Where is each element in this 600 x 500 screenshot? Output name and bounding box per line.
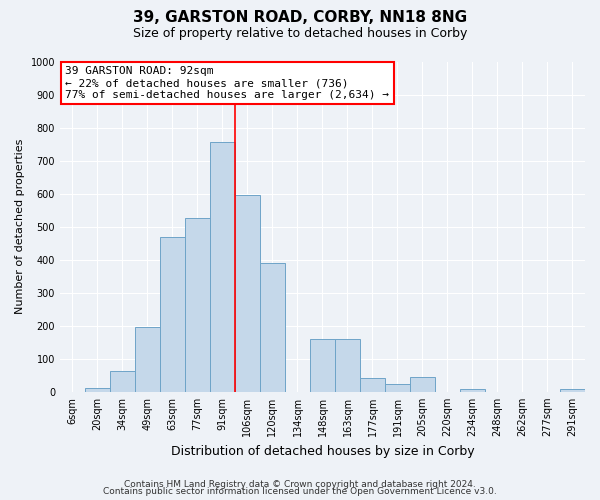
Bar [460,388,485,392]
Text: Contains public sector information licensed under the Open Government Licence v3: Contains public sector information licen… [103,487,497,496]
Bar [135,328,160,392]
Bar [185,218,210,392]
Bar [260,263,285,392]
Bar [160,236,185,392]
Text: 39, GARSTON ROAD, CORBY, NN18 8NG: 39, GARSTON ROAD, CORBY, NN18 8NG [133,10,467,25]
Bar [110,372,135,392]
Bar [310,339,335,392]
Bar [410,377,435,392]
Bar [85,388,110,392]
Bar [210,142,235,392]
Text: Contains HM Land Registry data © Crown copyright and database right 2024.: Contains HM Land Registry data © Crown c… [124,480,476,489]
Bar [560,388,585,392]
X-axis label: Distribution of detached houses by size in Corby: Distribution of detached houses by size … [170,444,474,458]
Y-axis label: Number of detached properties: Number of detached properties [15,139,25,314]
Bar [360,378,385,392]
Text: 39 GARSTON ROAD: 92sqm
← 22% of detached houses are smaller (736)
77% of semi-de: 39 GARSTON ROAD: 92sqm ← 22% of detached… [65,66,389,100]
Text: Size of property relative to detached houses in Corby: Size of property relative to detached ho… [133,28,467,40]
Bar [235,196,260,392]
Bar [385,384,410,392]
Bar [335,339,360,392]
